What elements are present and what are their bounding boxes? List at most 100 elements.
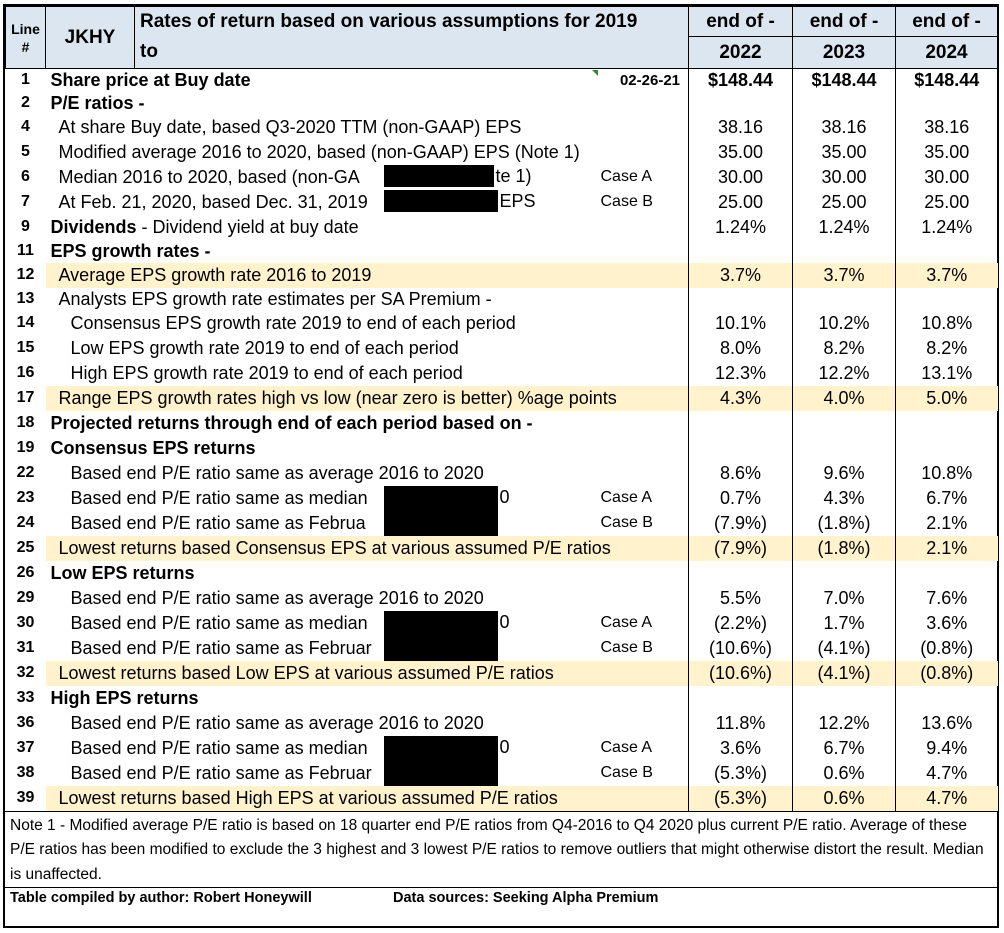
line-number: 14 [16, 314, 35, 331]
value-cell-2023: (4.1%) [792, 660, 896, 686]
line-number: 36 [16, 714, 35, 731]
case-label: Case B [600, 638, 653, 656]
value-cell-2022 [688, 239, 793, 263]
value-cell-2023: $148.44 [792, 68, 896, 92]
redaction-block [383, 635, 498, 661]
row-description: Based end P/E ratio same as median 0 Case … [46, 735, 689, 761]
returns-table: Line # JKHY Rates of return based on var… [5, 6, 998, 811]
value-cell-2023: 0.6% [792, 760, 896, 786]
row-label: Based end P/E ratio same as median [70, 487, 368, 508]
line-header-label: Line [11, 20, 40, 37]
line-number: 38 [16, 764, 35, 781]
table-row: 7 At Feb. 21, 2020, based Dec. 31, 2019 EP… [6, 189, 998, 215]
value-cell-2023: 6.7% [792, 735, 896, 761]
table-row: 26 Low EPS returns [6, 560, 998, 586]
value-cell-2022: 1.24% [688, 214, 793, 240]
row-description: Based end P/E ratio same as Februar Case … [46, 635, 689, 661]
redaction-block [383, 610, 498, 636]
value-cell-2024: $148.44 [895, 68, 998, 92]
value-cell-2024: 2.1% [895, 535, 998, 561]
table-footer: Table compiled by author: Robert Honeywi… [5, 887, 997, 908]
row-label: Modified average 2016 to 2020, based (no… [58, 141, 580, 162]
value-cell-2022: (5.3%) [688, 785, 793, 811]
row-label: Based end P/E ratio same as average 2016… [70, 462, 484, 483]
period-year-2023: 2023 [792, 36, 896, 69]
row-label: Low EPS growth rate 2019 to end of each … [70, 337, 459, 358]
value-cell-2023: 38.16 [792, 114, 896, 140]
row-label: Lowest returns based High EPS at various… [58, 787, 558, 808]
value-cell-2024 [895, 410, 998, 436]
value-cell-2024: 38.16 [895, 114, 998, 140]
table-title-line-1: Rates of return based on various assumpt… [134, 6, 689, 37]
row-label: Average EPS growth rate 2016 to 2019 [58, 264, 372, 285]
value-cell-2022: 8.6% [688, 460, 793, 486]
table-row: 37 Based end P/E ratio same as median 0 Cas… [6, 735, 998, 761]
row-label: Low EPS returns [50, 562, 195, 583]
row-label: High EPS growth rate 2019 to end of each… [70, 362, 463, 383]
table-row: 38 Based end P/E ratio same as Februar Cas… [6, 760, 998, 786]
case-label: Case A [600, 738, 653, 756]
line-number: 11 [17, 242, 34, 259]
value-cell-2022 [688, 435, 793, 461]
row-description: Projected returns through end of each pe… [46, 411, 689, 436]
line-number: 15 [16, 339, 35, 356]
data-sources-credit: Data sources: Seeking Alpha Premium [393, 890, 659, 906]
value-cell-2023: 4.0% [792, 385, 896, 411]
value-cell-2024: 8.2% [895, 335, 998, 361]
redaction-block [383, 735, 498, 761]
line-number: 23 [16, 489, 35, 506]
row-description: Lowest returns based Consensus EPS at va… [45, 535, 689, 561]
row-description: High EPS growth rate 2019 to end of each… [46, 361, 689, 386]
table-row: 9 Dividends - Dividend yield at buy date 1… [6, 214, 998, 240]
line-number: 9 [21, 218, 30, 235]
value-cell-2023: (1.8%) [792, 535, 896, 561]
row-description: Based end P/E ratio same as average 2016… [46, 711, 689, 736]
row-label: Dividends [50, 216, 137, 237]
value-cell-2023: 25.00 [792, 189, 896, 215]
value-cell-2024 [895, 685, 998, 711]
line-number: 37 [16, 739, 35, 756]
value-cell-2022: (2.2%) [688, 610, 793, 636]
value-cell-2023 [792, 685, 896, 711]
line-number: 24 [16, 514, 35, 531]
table-row: 2 P/E ratios - [6, 91, 998, 115]
row-description: Median 2016 to 2020, based (non-GA te 1) C… [46, 164, 689, 190]
value-cell-2023: 30.00 [792, 164, 896, 190]
row-description: Lowest returns based Low EPS at various … [45, 660, 689, 686]
value-cell-2024: 4.7% [895, 760, 998, 786]
row-label: Based end P/E ratio same as Februar [70, 762, 372, 783]
value-cell-2024: 9.4% [895, 735, 998, 761]
value-cell-2023: 35.00 [792, 139, 896, 165]
value-cell-2023 [792, 435, 896, 461]
row-label: At share Buy date, based Q3-2020 TTM (no… [58, 116, 522, 137]
line-number: 13 [16, 290, 35, 307]
line-number: 1 [5, 68, 46, 92]
row-label: Based end P/E ratio same as average 2016… [70, 587, 484, 608]
ticker-cell: JKHY [45, 6, 135, 69]
value-cell-2022: 5.5% [688, 585, 793, 611]
value-cell-2022: (7.9%) [688, 510, 793, 536]
row-label: Based end P/E ratio same as median [70, 737, 368, 758]
line-number: 31 [16, 639, 35, 656]
row-label: Consensus EPS returns [50, 437, 256, 458]
period-label-2022: end of - [688, 6, 793, 37]
value-cell-2022: $148.44 [688, 68, 793, 92]
value-cell-2024: 30.00 [895, 164, 998, 190]
row-label-tail: 0 [499, 736, 510, 757]
line-number: 5 [21, 143, 30, 160]
value-cell-2022 [688, 287, 793, 311]
period-label-2024: end of - [895, 6, 998, 37]
value-cell-2022: (5.3%) [688, 760, 793, 786]
row-label: At Feb. 21, 2020, based Dec. 31, 2019 [58, 191, 368, 212]
row-label-tail: te 1) [495, 165, 532, 186]
row-label-tail: 0 [499, 611, 510, 632]
value-cell-2022: 3.6% [688, 735, 793, 761]
line-number: 25 [16, 539, 35, 556]
line-number: 12 [16, 266, 35, 283]
value-cell-2022: 10.1% [688, 310, 793, 336]
table-row: 18 Projected returns through end of each … [6, 410, 998, 436]
table-row: 13 Analysts EPS growth rate estimates per… [6, 287, 998, 311]
line-number: 26 [16, 564, 35, 581]
value-cell-2024: 5.0% [895, 385, 998, 411]
value-cell-2024: 2.1% [895, 510, 998, 536]
